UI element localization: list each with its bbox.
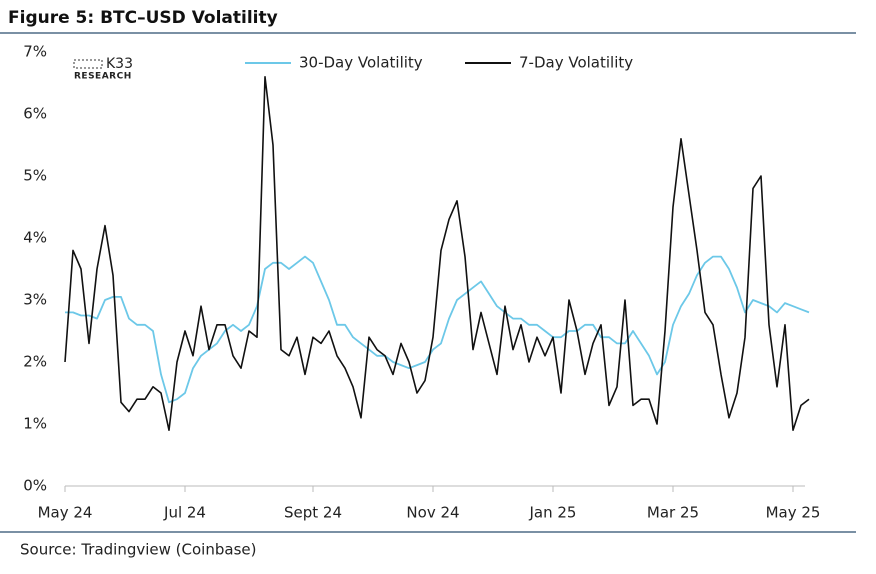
y-tick-label: 2% bbox=[23, 353, 47, 371]
y-tick-label: 4% bbox=[23, 229, 47, 247]
logo: K33 RESEARCH bbox=[73, 56, 133, 82]
y-tick-label: 7% bbox=[23, 43, 47, 61]
y-tick-label: 1% bbox=[23, 415, 47, 433]
logo-sub: RESEARCH bbox=[74, 72, 132, 82]
y-tick-label: 5% bbox=[23, 167, 47, 185]
x-tick-label: May 25 bbox=[766, 504, 821, 522]
source: Source: Tradingview (Coinbase) bbox=[20, 541, 256, 559]
series-line bbox=[64, 76, 810, 431]
y-tick-label: 6% bbox=[23, 105, 47, 123]
logo-mark bbox=[73, 59, 103, 69]
y-tick-label: 0% bbox=[23, 477, 47, 495]
x-tick-label: Jul 24 bbox=[163, 504, 206, 522]
series-line bbox=[65, 255, 810, 404]
legend-label: 7-Day Volatility bbox=[519, 54, 633, 72]
legend-label: 30-Day Volatility bbox=[299, 54, 423, 72]
x-tick-label: May 24 bbox=[38, 504, 93, 522]
y-tick-label: 3% bbox=[23, 291, 47, 309]
x-tick-label: Nov 24 bbox=[406, 504, 459, 522]
x-tick-label: Mar 25 bbox=[647, 504, 699, 522]
chart-title: Figure 5: BTC–USD Volatility bbox=[8, 8, 278, 28]
x-tick-label: Sept 24 bbox=[284, 504, 342, 522]
x-tick-label: Jan 25 bbox=[529, 504, 577, 522]
logo-name: K33 bbox=[106, 56, 133, 72]
